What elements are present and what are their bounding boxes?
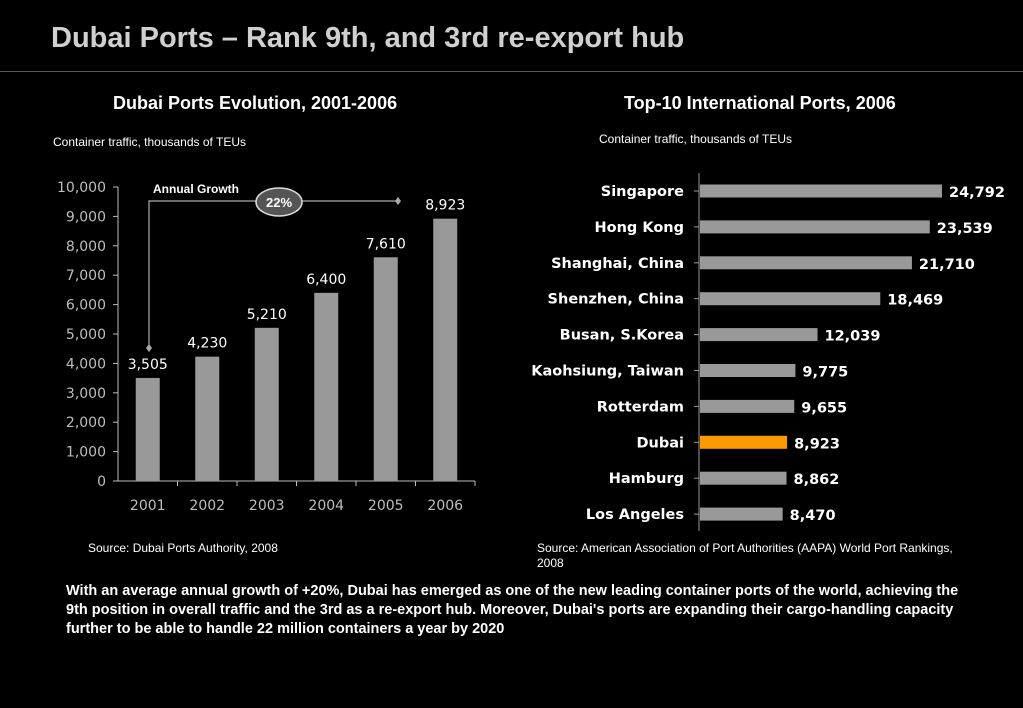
data-label: 8,923 [794,436,840,452]
page-title: Dubai Ports – Rank 9th, and 3rd re-expor… [51,22,685,54]
growth-value: 22% [266,195,292,210]
bar [433,218,458,481]
bar [700,471,787,485]
bar [700,220,930,234]
bar [700,364,796,377]
data-label: 7,610 [366,236,406,252]
data-label: 23,539 [937,221,993,237]
x-tick-label: 2003 [249,498,285,514]
right-chart-title: Top-10 International Ports, 2006 [624,93,896,113]
growth-start-marker [146,344,152,352]
data-label: 21,710 [919,257,975,273]
category-label: Rotterdam [597,399,684,415]
x-tick-label: 2002 [189,498,225,514]
title-divider [0,71,1023,72]
category-label: Hamburg [609,471,684,487]
left-chart-source: Source: Dubai Ports Authority, 2008 [88,541,278,555]
bar [373,257,398,481]
y-tick-label: 1,000 [66,445,106,461]
data-label: 4,230 [187,336,227,352]
annotation-label: Annual Growth [153,182,239,196]
bar [700,184,942,198]
category-label: Shenzhen, China [548,292,684,308]
growth-bracket [148,200,398,348]
data-label: 5,210 [247,307,287,323]
y-tick-label: 10,000 [57,180,106,196]
bar [254,327,279,481]
x-tick-label: 2001 [130,498,166,514]
data-label: 8,862 [794,472,840,488]
y-tick-label: 3,000 [66,386,106,402]
data-label: 6,400 [306,272,346,288]
left-chart-title: Dubai Ports Evolution, 2001-2006 [113,93,398,113]
growth-end-marker [395,197,401,205]
y-tick-label: 5,000 [66,327,106,343]
x-tick-label: 2006 [427,498,463,514]
data-label: 24,792 [949,185,1005,201]
x-tick-label: 2004 [308,498,344,514]
bar [700,507,783,521]
bar [700,328,818,342]
bar [135,377,160,481]
growth-badge [255,187,303,217]
bar [700,292,881,306]
category-label: Kaohsiung, Taiwan [531,364,684,380]
right-chart-source: Source: American Association of Port Aut… [537,541,953,570]
right-chart-subtitle: Container traffic, thousands of TEUs [599,132,792,146]
data-label: 18,469 [887,293,943,309]
y-tick-label: 9,000 [66,209,106,225]
data-label: 8,470 [790,508,836,524]
y-tick-label: 2,000 [66,415,106,431]
bar [195,356,220,481]
category-label: Hong Kong [595,220,685,236]
bar [314,292,339,481]
category-label: Singapore [601,184,684,200]
x-tick-label: 2005 [368,498,404,514]
bar [700,256,912,270]
y-tick-label: 7,000 [66,268,106,284]
y-tick-label: 6,000 [66,298,106,314]
category-label: Busan, S.Korea [560,328,684,344]
data-label: 3,505 [128,357,168,373]
y-tick-label: 0 [97,474,106,490]
category-label: Dubai [637,435,685,451]
data-label: 9,775 [802,365,848,381]
category-label: Los Angeles [586,507,684,523]
summary-text: With an average annual growth of +20%, D… [66,583,959,637]
data-label: 12,039 [825,329,881,345]
y-tick-label: 8,000 [66,239,106,255]
data-label: 9,655 [801,400,847,416]
bar [700,399,795,413]
highlight-bar [700,435,788,449]
data-label: 8,923 [425,198,465,214]
left-chart-subtitle: Container traffic, thousands of TEUs [53,135,246,149]
y-tick-label: 4,000 [66,356,106,372]
category-label: Shanghai, China [551,256,684,272]
